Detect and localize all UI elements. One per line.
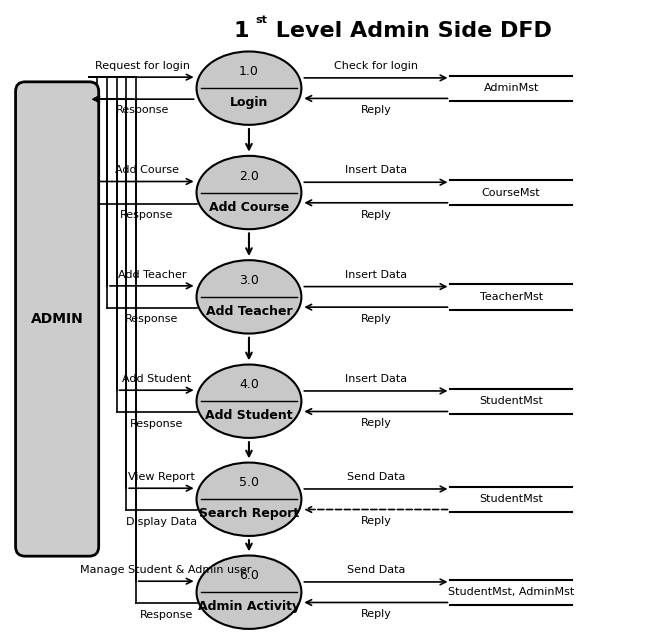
Text: Add Student: Add Student: [205, 410, 293, 422]
Text: Add Teacher: Add Teacher: [117, 269, 186, 279]
Text: Add Course: Add Course: [209, 201, 289, 214]
Text: 2.0: 2.0: [239, 170, 259, 182]
Text: Login: Login: [230, 96, 268, 109]
Text: Response: Response: [139, 609, 193, 619]
Text: CourseMst: CourseMst: [482, 188, 541, 198]
Text: 4.0: 4.0: [239, 378, 259, 391]
Text: Level Admin Side DFD: Level Admin Side DFD: [268, 21, 552, 41]
Text: Send Data: Send Data: [347, 472, 405, 482]
Text: Add Course: Add Course: [115, 165, 179, 175]
Text: st: st: [255, 15, 267, 25]
Ellipse shape: [197, 364, 301, 438]
Text: StudentMst: StudentMst: [479, 396, 543, 406]
Text: 3.0: 3.0: [239, 274, 259, 287]
Text: ADMIN: ADMIN: [31, 312, 83, 326]
Text: Manage Student & Admin user: Manage Student & Admin user: [81, 565, 252, 575]
Ellipse shape: [197, 556, 301, 629]
Text: Response: Response: [130, 419, 183, 429]
Text: Response: Response: [125, 314, 179, 324]
Text: Add Teacher: Add Teacher: [206, 305, 292, 318]
Text: Check for login: Check for login: [334, 61, 418, 71]
Ellipse shape: [197, 52, 301, 125]
Text: Reply: Reply: [361, 609, 392, 619]
Text: Insert Data: Insert Data: [345, 165, 407, 175]
Text: TeacherMst: TeacherMst: [480, 292, 542, 302]
Text: StudentMst, AdminMst: StudentMst, AdminMst: [448, 587, 574, 597]
Text: Send Data: Send Data: [347, 565, 405, 575]
FancyBboxPatch shape: [15, 82, 99, 556]
Text: 1: 1: [233, 21, 249, 41]
Ellipse shape: [197, 156, 301, 229]
Text: Add Student: Add Student: [122, 374, 191, 384]
Text: Response: Response: [116, 105, 170, 115]
Text: 6.0: 6.0: [239, 569, 259, 582]
Text: StudentMst: StudentMst: [479, 494, 543, 504]
Text: Reply: Reply: [361, 419, 392, 429]
Ellipse shape: [197, 463, 301, 536]
Text: 1.0: 1.0: [239, 65, 259, 78]
Ellipse shape: [197, 260, 301, 334]
Text: View Report: View Report: [128, 472, 195, 482]
Text: Insert Data: Insert Data: [345, 374, 407, 384]
Text: Reply: Reply: [361, 105, 392, 115]
Text: Response: Response: [120, 210, 174, 220]
Text: Display Data: Display Data: [126, 517, 197, 526]
Text: Insert Data: Insert Data: [345, 270, 407, 279]
Text: 5.0: 5.0: [239, 476, 259, 489]
Text: Reply: Reply: [361, 314, 392, 324]
Text: AdminMst: AdminMst: [484, 83, 539, 93]
Text: Reply: Reply: [361, 517, 392, 526]
Text: Search Report: Search Report: [199, 507, 299, 521]
Text: Admin Activity: Admin Activity: [198, 600, 300, 613]
Text: Request for login: Request for login: [95, 61, 190, 71]
Text: Reply: Reply: [361, 210, 392, 219]
